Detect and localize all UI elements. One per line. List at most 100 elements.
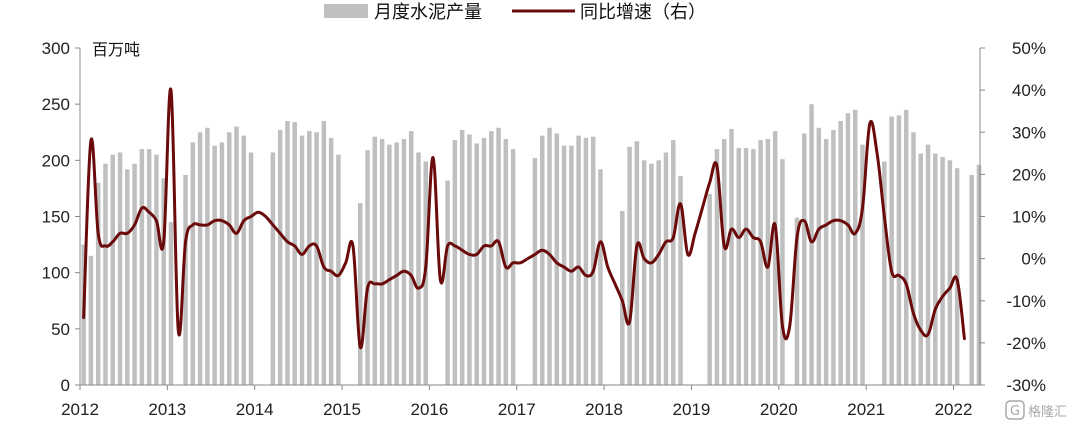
- axes: [75, 47, 985, 390]
- bar: [721, 138, 727, 385]
- bar: [911, 132, 916, 385]
- bar-series: [81, 104, 982, 386]
- bar: [590, 136, 596, 385]
- x-tick-label: 2013: [148, 400, 186, 419]
- bar: [197, 132, 203, 385]
- legend-bar-label: 月度水泥产量: [374, 2, 482, 23]
- watermark: G 格隆汇: [1005, 400, 1067, 420]
- bar: [736, 147, 742, 385]
- bar: [503, 138, 509, 385]
- bar: [205, 127, 210, 385]
- right-tick-label: 50%: [1012, 39, 1046, 58]
- bar: [554, 133, 560, 385]
- bar: [889, 116, 894, 386]
- bar: [416, 152, 421, 385]
- x-tick-label: 2017: [498, 400, 536, 419]
- left-tick-label: 0: [61, 376, 70, 395]
- left-tick-label: 300: [42, 39, 70, 58]
- left-tick-label: 150: [42, 208, 70, 227]
- bar: [336, 154, 341, 385]
- bar: [117, 152, 123, 385]
- svg-text:G: G: [1010, 404, 1020, 419]
- right-tick-label: -10%: [1006, 292, 1046, 311]
- bar: [598, 169, 603, 385]
- bar: [379, 138, 385, 385]
- bar: [219, 142, 225, 385]
- bar: [365, 150, 370, 385]
- bar: [772, 131, 778, 385]
- bar: [933, 153, 938, 385]
- bar: [831, 130, 836, 385]
- x-tick-label: 2019: [673, 400, 711, 419]
- bar: [671, 140, 676, 385]
- bar: [707, 194, 712, 385]
- bar: [321, 121, 327, 386]
- bar: [270, 152, 276, 385]
- bar: [780, 159, 785, 385]
- left-tick-label: 50: [51, 320, 70, 339]
- x-tick-label: 2012: [61, 400, 99, 419]
- bar: [387, 144, 392, 385]
- bar: [183, 174, 188, 385]
- bar: [161, 178, 166, 385]
- bar: [299, 135, 305, 385]
- bar: [729, 128, 734, 385]
- right-tick-label: 20%: [1012, 165, 1046, 184]
- bar: [372, 136, 378, 385]
- right-tick-label: 30%: [1012, 123, 1046, 142]
- bar: [816, 127, 822, 385]
- bar: [758, 140, 763, 385]
- watermark-logo-icon: [1005, 400, 1025, 420]
- bar: [139, 149, 145, 385]
- left-tick-label: 100: [42, 264, 70, 283]
- x-tick-label: 2021: [847, 400, 885, 419]
- bar: [248, 152, 254, 385]
- legend-line-label: 同比增速（右）: [580, 2, 706, 23]
- bar: [234, 126, 239, 385]
- bar: [481, 137, 487, 385]
- bar: [226, 132, 232, 385]
- right-tick-label: -30%: [1006, 376, 1046, 395]
- bar: [896, 115, 902, 386]
- bar: [852, 109, 858, 385]
- bar: [103, 163, 108, 385]
- bar: [743, 147, 749, 385]
- x-tick-label: 2018: [585, 400, 623, 419]
- bar: [357, 203, 363, 385]
- x-tick-label: 2015: [323, 400, 361, 419]
- bar: [285, 121, 290, 386]
- bar: [656, 160, 661, 385]
- bar: [583, 137, 589, 385]
- bar: [809, 104, 814, 386]
- bar: [532, 158, 538, 385]
- tick-labels: 0 50 100 150 200 250 300 -30% -20% -10% 0% 10% 20% 30…: [42, 39, 1046, 419]
- bar: [277, 130, 283, 385]
- bar: [627, 146, 632, 385]
- bar: [168, 222, 174, 385]
- bar: [401, 138, 407, 385]
- bar: [445, 180, 450, 385]
- bar: [649, 163, 654, 385]
- bar: [307, 131, 312, 385]
- x-tick-label: 2014: [236, 400, 274, 419]
- bar: [838, 121, 843, 386]
- bar: [940, 156, 945, 385]
- bar: [641, 160, 647, 385]
- bar: [154, 154, 159, 385]
- bar: [845, 113, 851, 386]
- bar: [947, 160, 953, 385]
- bar: [925, 144, 931, 385]
- bar: [510, 149, 516, 385]
- right-tick-label: 40%: [1012, 81, 1046, 100]
- x-tick-label: 2022: [935, 400, 973, 419]
- bar: [328, 137, 334, 385]
- bar: [241, 135, 247, 385]
- bar: [918, 153, 923, 385]
- right-tick-label: -20%: [1006, 334, 1046, 353]
- bar: [292, 122, 297, 385]
- bar: [489, 131, 494, 385]
- bar: [408, 131, 414, 385]
- bar: [459, 130, 465, 385]
- bar: [95, 182, 101, 385]
